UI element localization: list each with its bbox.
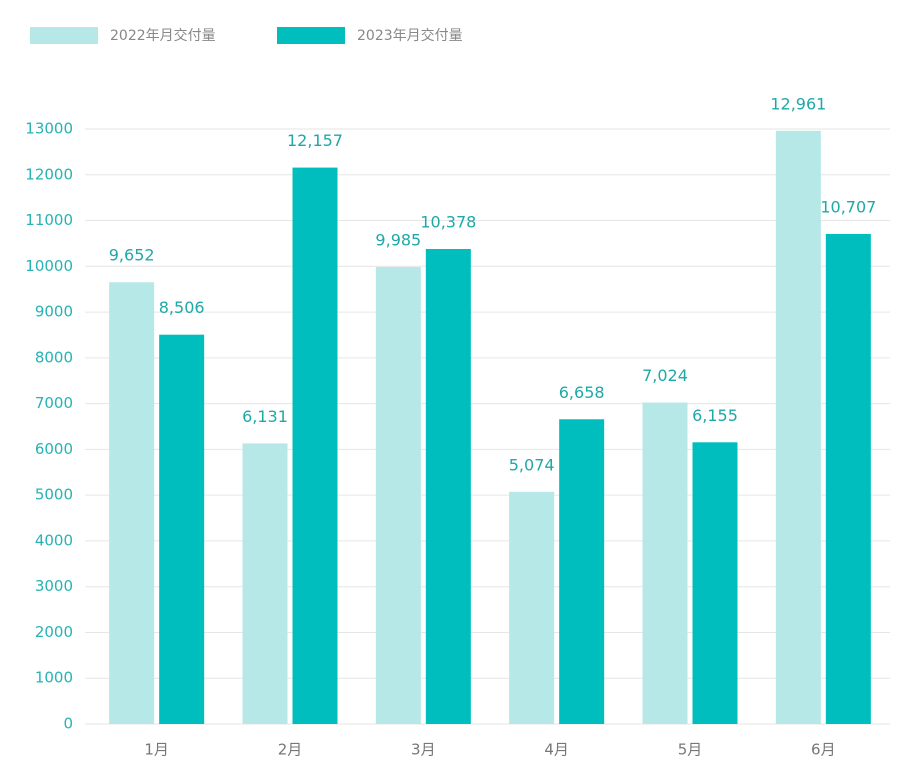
y-tick-label: 7000 xyxy=(35,394,73,412)
bar xyxy=(692,442,738,724)
y-tick-label: 11000 xyxy=(25,211,73,229)
y-tick-label: 9000 xyxy=(35,303,73,321)
bar xyxy=(159,334,205,724)
x-tick-label: 4月 xyxy=(544,741,569,759)
value-label: 6,658 xyxy=(559,383,605,402)
bar xyxy=(825,233,871,724)
value-label: 12,157 xyxy=(287,131,343,150)
x-tick-label: 1月 xyxy=(144,741,169,759)
y-tick-label: 5000 xyxy=(35,486,73,504)
y-tick-label: 10000 xyxy=(25,257,73,275)
bar xyxy=(642,402,688,724)
y-tick-label: 0 xyxy=(63,715,73,733)
bar xyxy=(425,249,471,724)
bar xyxy=(292,167,338,724)
legend-label: 2023年月交付量 xyxy=(357,27,463,44)
bar xyxy=(509,491,555,724)
x-tick-label: 6月 xyxy=(811,741,836,759)
bar xyxy=(242,443,288,724)
value-label: 5,074 xyxy=(509,455,555,474)
bar xyxy=(375,266,421,724)
value-label: 9,652 xyxy=(109,246,155,265)
value-label: 6,131 xyxy=(242,407,288,426)
value-label: 6,155 xyxy=(692,406,738,425)
x-tick-label: 2月 xyxy=(278,741,303,759)
bar xyxy=(109,282,155,724)
value-label: 7,024 xyxy=(642,366,688,385)
y-tick-label: 8000 xyxy=(35,348,73,366)
x-tick-label: 3月 xyxy=(411,741,436,759)
y-tick-label: 12000 xyxy=(25,165,73,183)
y-tick-label: 2000 xyxy=(35,623,73,641)
value-label: 12,961 xyxy=(770,94,826,113)
value-label: 10,707 xyxy=(820,197,876,216)
y-tick-label: 6000 xyxy=(35,440,73,458)
y-tick-label: 13000 xyxy=(25,120,73,138)
y-tick-label: 4000 xyxy=(35,531,73,549)
value-label: 10,378 xyxy=(420,213,476,232)
x-tick-label: 5月 xyxy=(678,741,703,759)
legend-label: 2022年月交付量 xyxy=(110,27,216,44)
value-label: 8,506 xyxy=(159,298,205,317)
legend-swatch xyxy=(277,27,345,44)
bar xyxy=(775,130,821,724)
y-tick-label: 3000 xyxy=(35,577,73,595)
bar xyxy=(559,419,605,724)
legend-swatch xyxy=(30,27,98,44)
value-label: 9,985 xyxy=(375,230,421,249)
y-tick-label: 1000 xyxy=(35,669,73,687)
